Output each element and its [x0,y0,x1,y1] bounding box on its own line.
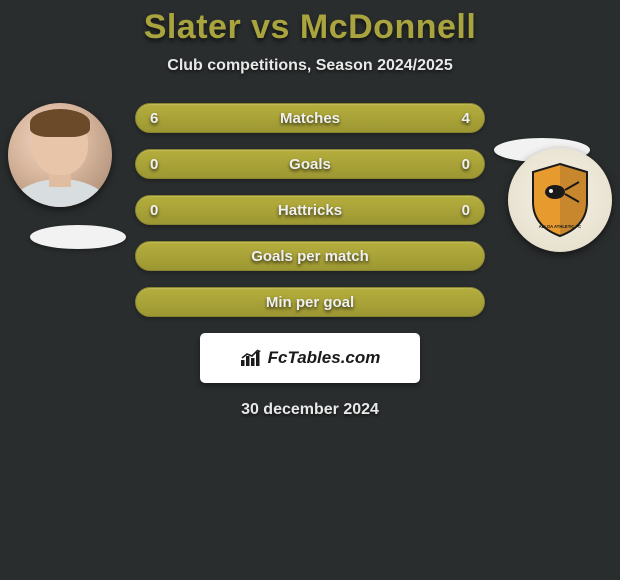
stat-left-value: 0 [150,156,158,173]
brand-text: FcTables.com [268,348,381,368]
date-label: 30 december 2024 [0,401,620,419]
stat-right-value: 0 [462,156,470,173]
stat-row-min-per-goal: Min per goal [135,287,485,317]
player-right: ALLOA ATHLETIC FC [508,148,612,252]
stat-right-value: 4 [462,110,470,127]
stat-row-matches: 6 Matches 4 [135,103,485,133]
player-left-team-pill [30,225,126,249]
brand-box: FcTables.com [200,333,420,383]
svg-text:ALLOA ATHLETIC FC: ALLOA ATHLETIC FC [539,224,581,229]
page-title: Slater vs McDonnell [0,8,620,47]
stat-right-value: 0 [462,202,470,219]
player-left [8,103,126,249]
stat-left-value: 0 [150,202,158,219]
page-subtitle: Club competitions, Season 2024/2025 [0,57,620,75]
stat-label: Min per goal [266,294,354,311]
header: Slater vs McDonnell Club competitions, S… [0,0,620,75]
club-crest-icon: ALLOA ATHLETIC FC [527,162,593,238]
stat-row-goals-per-match: Goals per match [135,241,485,271]
stat-left-value: 6 [150,110,158,127]
player-left-avatar [8,103,112,207]
player-right-badge: ALLOA ATHLETIC FC [508,148,612,252]
stat-label: Goals [289,156,331,173]
stat-row-hattricks: 0 Hattricks 0 [135,195,485,225]
content: ALLOA ATHLETIC FC 6 Matches 4 0 Goals 0 … [0,103,620,419]
stat-row-goals: 0 Goals 0 [135,149,485,179]
brand-chart-icon [240,349,262,367]
stat-bars: 6 Matches 4 0 Goals 0 0 Hattricks 0 Goal… [135,103,485,317]
stat-label: Hattricks [278,202,342,219]
stat-label: Matches [280,110,340,127]
stat-label: Goals per match [251,248,369,265]
